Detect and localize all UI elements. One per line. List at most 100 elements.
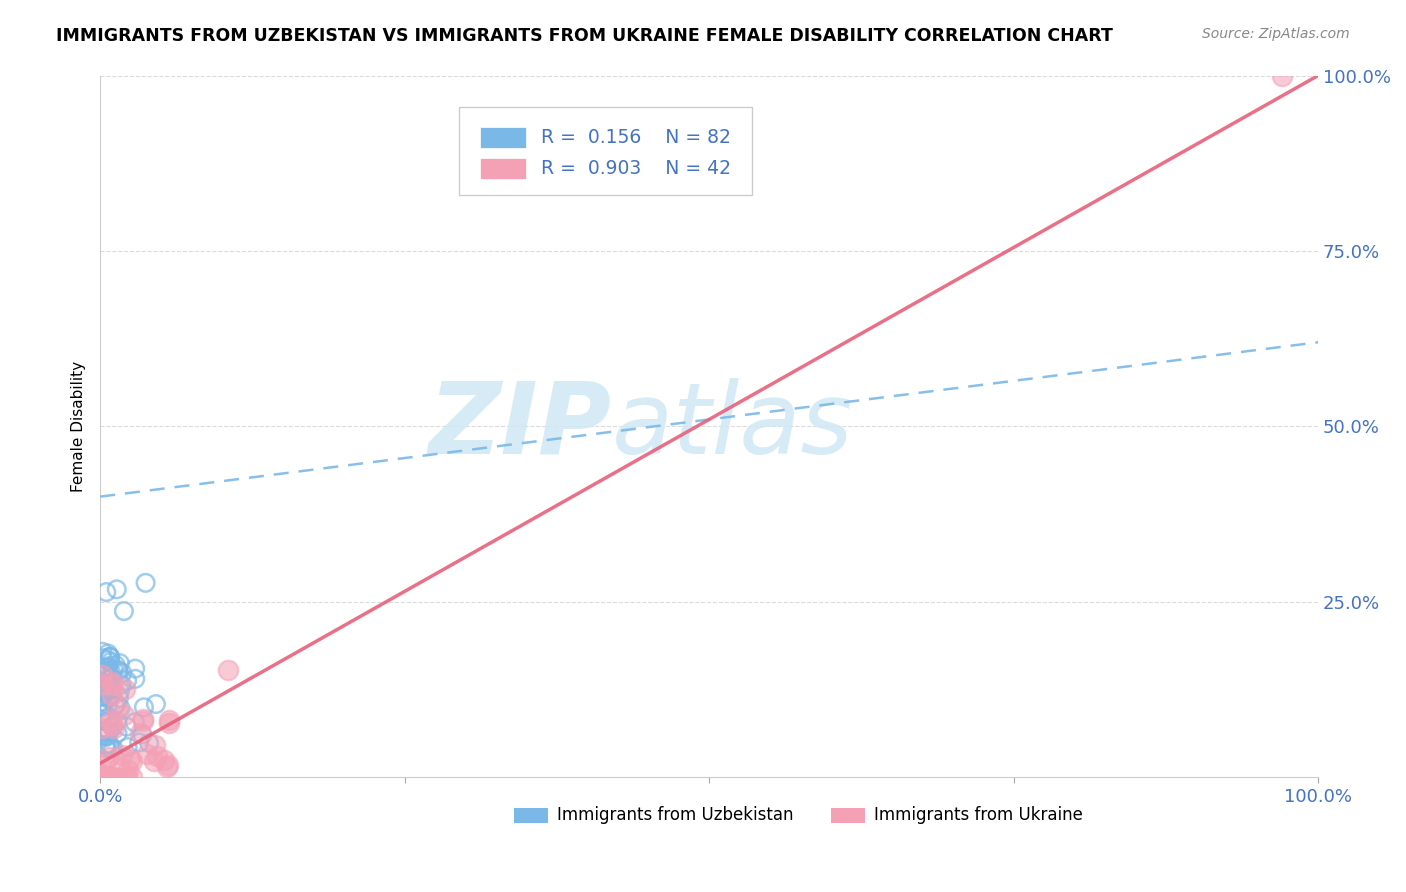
Point	[93, 771, 115, 785]
Text: IMMIGRANTS FROM UZBEKISTAN VS IMMIGRANTS FROM UKRAINE FEMALE DISABILITY CORRELAT: IMMIGRANTS FROM UZBEKISTAN VS IMMIGRANTS…	[56, 27, 1114, 45]
Point	[98, 690, 121, 705]
Point	[98, 690, 121, 704]
Point	[91, 645, 114, 659]
Point	[111, 748, 134, 763]
Text: R =  0.903    N = 42: R = 0.903 N = 42	[541, 160, 731, 178]
Point	[105, 714, 128, 729]
Point	[93, 683, 115, 698]
Point	[98, 682, 121, 697]
Point	[138, 736, 160, 750]
Point	[93, 689, 115, 703]
Point	[131, 728, 153, 742]
Point	[94, 661, 117, 675]
Point	[107, 663, 129, 677]
Point	[91, 768, 114, 782]
Point	[156, 760, 179, 774]
Point	[124, 662, 146, 676]
Point	[157, 714, 180, 728]
Point	[97, 659, 120, 673]
Point	[98, 749, 121, 764]
Point	[98, 737, 121, 751]
Point	[136, 747, 159, 761]
Point	[107, 726, 129, 740]
Point	[156, 757, 179, 772]
Point	[105, 697, 128, 711]
Point	[110, 677, 132, 691]
Bar	[479, 127, 526, 148]
Point	[101, 718, 124, 732]
Point	[217, 663, 239, 677]
Point	[120, 752, 142, 766]
Point	[97, 653, 120, 667]
Text: R =  0.156    N = 82: R = 0.156 N = 82	[541, 128, 731, 147]
Point	[114, 681, 136, 696]
Point	[146, 749, 169, 764]
Text: Source: ZipAtlas.com: Source: ZipAtlas.com	[1202, 27, 1350, 41]
Point	[100, 714, 122, 729]
Point	[112, 707, 135, 722]
Point	[121, 755, 143, 769]
Point	[96, 585, 118, 599]
Point	[101, 720, 124, 734]
Point	[115, 673, 138, 688]
Bar	[515, 807, 548, 823]
Point	[93, 664, 115, 678]
Point	[90, 698, 112, 713]
Point	[96, 739, 118, 753]
Point	[153, 753, 176, 767]
Point	[90, 721, 112, 735]
Point	[115, 720, 138, 734]
Point	[103, 662, 125, 676]
Point	[143, 738, 166, 752]
Point	[142, 755, 165, 769]
Point	[97, 698, 120, 712]
Point	[90, 677, 112, 691]
Point	[96, 730, 118, 744]
Point	[97, 725, 120, 739]
Point	[129, 725, 152, 739]
Point	[104, 658, 127, 673]
Point	[91, 700, 114, 714]
Point	[100, 688, 122, 702]
Point	[135, 575, 157, 590]
Point	[100, 672, 122, 686]
Point	[91, 667, 114, 681]
Point	[124, 672, 146, 686]
Point	[100, 665, 122, 680]
Point	[104, 698, 127, 713]
Point	[115, 771, 138, 785]
Point	[90, 663, 112, 677]
Bar	[479, 159, 526, 179]
Point	[91, 725, 114, 739]
Point	[90, 676, 112, 690]
Point	[97, 647, 120, 661]
Point	[103, 741, 125, 756]
Point	[101, 675, 124, 690]
Point	[94, 729, 117, 743]
Point	[96, 661, 118, 675]
Point	[94, 756, 117, 770]
Point	[101, 678, 124, 692]
Point	[90, 677, 112, 691]
Point	[105, 701, 128, 715]
Text: Immigrants from Ukraine: Immigrants from Ukraine	[873, 806, 1083, 824]
Point	[97, 723, 120, 737]
Point	[103, 771, 125, 785]
Point	[121, 771, 143, 785]
Text: atlas: atlas	[612, 378, 853, 475]
Point	[91, 651, 114, 665]
Point	[128, 735, 150, 749]
Point	[98, 650, 121, 665]
Point	[91, 667, 114, 681]
Point	[132, 714, 155, 728]
Point	[100, 741, 122, 756]
Point	[124, 715, 146, 730]
Point	[97, 664, 120, 678]
Point	[112, 604, 135, 618]
Point	[145, 697, 167, 711]
Text: Immigrants from Uzbekistan: Immigrants from Uzbekistan	[557, 806, 793, 824]
Point	[103, 721, 125, 735]
Y-axis label: Female Disability: Female Disability	[72, 361, 86, 492]
Point	[98, 649, 121, 664]
Point	[1271, 69, 1294, 83]
